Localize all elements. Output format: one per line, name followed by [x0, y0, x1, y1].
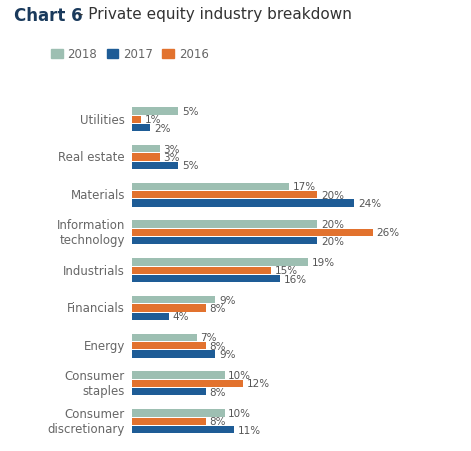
Bar — [132, 184, 289, 191]
Text: 1%: 1% — [145, 115, 162, 125]
Text: 15%: 15% — [275, 266, 298, 276]
Bar — [132, 410, 225, 417]
Text: 8%: 8% — [210, 387, 226, 397]
Bar — [132, 124, 150, 132]
Bar — [132, 200, 354, 207]
Text: 3%: 3% — [163, 144, 180, 154]
Text: 8%: 8% — [210, 416, 226, 426]
Bar — [132, 350, 215, 358]
Bar — [132, 192, 317, 199]
Text: 20%: 20% — [321, 220, 344, 230]
Text: 9%: 9% — [219, 349, 236, 359]
Bar — [132, 380, 243, 387]
Text: - Private equity industry breakdown: - Private equity industry breakdown — [73, 7, 352, 22]
Bar — [132, 267, 271, 274]
Text: 5%: 5% — [182, 161, 198, 171]
Bar — [132, 334, 197, 341]
Bar — [132, 238, 317, 245]
Text: 10%: 10% — [228, 408, 251, 418]
Bar — [132, 108, 178, 115]
Text: 8%: 8% — [210, 341, 226, 351]
Bar — [132, 372, 225, 379]
Text: 16%: 16% — [284, 274, 307, 284]
Bar — [132, 229, 373, 237]
Bar — [132, 146, 160, 153]
Text: 2%: 2% — [154, 123, 171, 133]
Bar — [132, 388, 206, 396]
Text: 24%: 24% — [358, 198, 381, 208]
Bar — [132, 296, 215, 304]
Text: 10%: 10% — [228, 370, 251, 380]
Bar — [132, 342, 206, 350]
Text: 4%: 4% — [173, 312, 189, 322]
Bar — [132, 304, 206, 312]
Text: 20%: 20% — [321, 190, 344, 200]
Text: 19%: 19% — [312, 258, 335, 267]
Legend: 2018, 2017, 2016: 2018, 2017, 2016 — [46, 43, 213, 66]
Text: Chart 6: Chart 6 — [14, 7, 83, 25]
Bar — [132, 426, 234, 433]
Text: 5%: 5% — [182, 106, 198, 117]
Bar — [132, 275, 280, 282]
Text: 9%: 9% — [219, 295, 236, 305]
Text: 12%: 12% — [247, 378, 270, 389]
Bar — [132, 313, 169, 320]
Text: 17%: 17% — [293, 182, 316, 192]
Text: 11%: 11% — [237, 424, 260, 435]
Bar — [132, 154, 160, 161]
Text: 7%: 7% — [201, 333, 217, 343]
Bar — [132, 162, 178, 170]
Bar — [132, 221, 317, 228]
Bar — [132, 418, 206, 425]
Bar — [132, 116, 141, 124]
Text: 3%: 3% — [163, 152, 180, 163]
Text: 8%: 8% — [210, 303, 226, 313]
Text: 20%: 20% — [321, 236, 344, 246]
Text: 26%: 26% — [376, 228, 399, 238]
Bar — [132, 259, 308, 266]
